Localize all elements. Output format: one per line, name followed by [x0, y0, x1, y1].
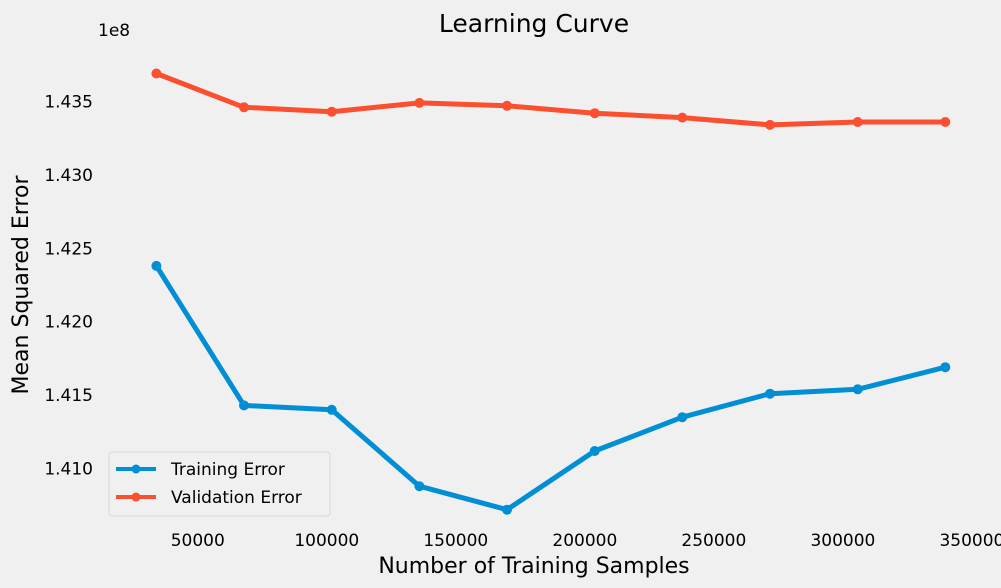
training-error-point	[502, 504, 512, 515]
validation-error-point	[151, 68, 162, 79]
training-error-point	[852, 384, 863, 395]
training-error-point	[151, 260, 162, 271]
training-error-point	[326, 404, 337, 415]
x-tick-label: 100000	[294, 531, 359, 551]
validation-error-point	[239, 102, 249, 113]
validation-error-point	[940, 117, 951, 127]
y-tick-label: 1.415	[44, 386, 93, 406]
training-error-point	[414, 481, 425, 492]
y-tick-label: 1.435	[44, 92, 93, 112]
validation-error-point	[589, 108, 600, 119]
y-tick-label: 1.425	[44, 239, 93, 259]
training-error-point	[677, 412, 688, 423]
legend-label-validation: Validation Error	[171, 488, 302, 508]
y-axis-label: Mean Squared Error	[9, 175, 34, 395]
legend-box	[108, 451, 331, 517]
x-axis-label: Number of Training Samples	[378, 554, 689, 579]
validation-error-point	[414, 97, 425, 108]
validation-error-point	[765, 119, 775, 130]
training-error-point	[940, 362, 951, 373]
x-tick-label: 350000	[939, 531, 1001, 551]
legend-marker-validation	[131, 492, 141, 502]
validation-error-point	[852, 117, 863, 127]
x-tick-label: 250000	[681, 531, 746, 551]
legend: Training Error Validation Error	[108, 451, 331, 517]
legend-label-training: Training Error	[170, 460, 285, 480]
legend-marker-training	[131, 464, 141, 474]
x-tick-label: 200000	[552, 531, 617, 551]
training-error-point	[239, 400, 249, 411]
x-tick-label: 50000	[171, 531, 225, 551]
x-tick-label: 150000	[423, 531, 488, 551]
validation-error-point	[326, 106, 337, 117]
x-tick-group: 50000 100000 150000 200000 250000 300000 35000…	[171, 531, 1001, 551]
x-tick-label: 300000	[810, 531, 875, 551]
y-tick-label: 1.430	[44, 166, 93, 186]
training-error-line	[153, 263, 948, 513]
y-tick-label: 1.420	[44, 313, 93, 333]
chart-title: Learning Curve	[439, 9, 629, 38]
y-tick-group: 1.410 1.415 1.420 1.425 1.430 1.435	[44, 92, 93, 479]
validation-error-point	[677, 112, 688, 123]
y-offset-label: 1e8	[98, 21, 130, 41]
training-error-point	[589, 446, 600, 456]
validation-error-point	[502, 100, 512, 111]
training-error-point	[765, 388, 775, 399]
y-tick-label: 1.410	[44, 460, 93, 480]
validation-error-line	[153, 71, 948, 128]
series-layer	[151, 68, 951, 515]
